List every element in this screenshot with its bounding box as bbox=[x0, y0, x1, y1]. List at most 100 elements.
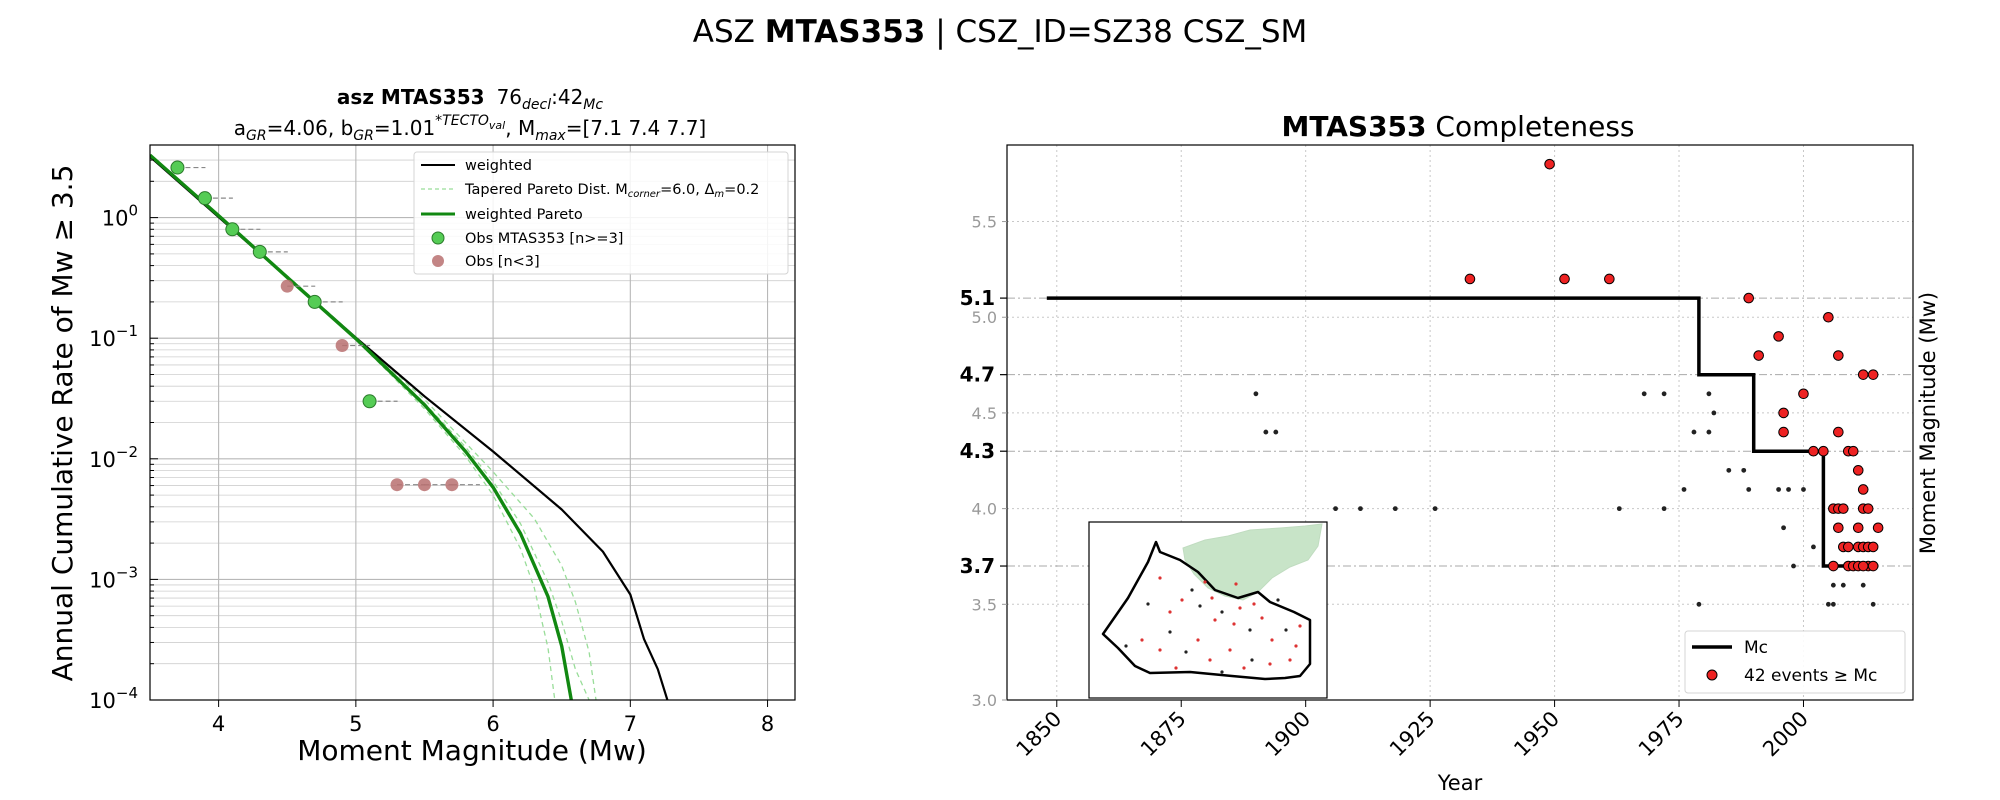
y-tick-label: 3.0 bbox=[972, 691, 997, 710]
left-ylabel: Annual Cumulative Rate of Mw ≥ 3.5 bbox=[46, 165, 79, 682]
event-above-mc bbox=[1833, 522, 1844, 534]
event-below-mc bbox=[1711, 410, 1717, 416]
inset-map-dot bbox=[1238, 606, 1242, 610]
x-tick-label: 6 bbox=[486, 712, 499, 736]
left-title: asz MTAS353 76decl:42Mc bbox=[337, 85, 603, 113]
left-panel: asz MTAS353 76decl:42Mc aGR=4.06, bGR=1.0… bbox=[46, 85, 796, 767]
event-below-mc bbox=[1696, 601, 1702, 607]
inset-map-dot bbox=[1168, 630, 1172, 634]
legend-obslow-label: Obs [n<3] bbox=[465, 254, 540, 270]
obs-point bbox=[197, 191, 212, 206]
event-below-mc bbox=[1746, 487, 1752, 492]
inset-map-dot bbox=[1168, 610, 1172, 614]
inset-map-dot bbox=[1250, 658, 1254, 662]
curve-dashed-light bbox=[150, 154, 556, 700]
inset-map-dot bbox=[1190, 588, 1194, 592]
legend-tapered-label: Tapered Pareto Dist. Mcorner=6.0, Δm=0.2 bbox=[464, 182, 759, 200]
inset-map-dot bbox=[1234, 582, 1238, 586]
right-legend: Mc 42 events ≥ Mc bbox=[1684, 630, 1906, 694]
inset-map-dot bbox=[1213, 618, 1217, 622]
inset-map-dot bbox=[1203, 580, 1207, 584]
inset-map-dot bbox=[1268, 662, 1272, 666]
inset-map-dot bbox=[1232, 622, 1236, 626]
inset-map-dot bbox=[1208, 658, 1212, 662]
event-above-mc bbox=[1867, 541, 1879, 553]
inset-map-dot bbox=[1210, 596, 1214, 600]
event-below-mc bbox=[1641, 391, 1647, 397]
event-above-mc bbox=[1842, 541, 1854, 553]
inset-map-dot bbox=[1298, 624, 1302, 628]
y-tick-label: 4.5 bbox=[972, 404, 997, 423]
right-grid bbox=[1007, 145, 1913, 701]
event-above-mc bbox=[1838, 503, 1849, 514]
event-below-mc bbox=[1661, 506, 1667, 512]
inset-map-dot bbox=[1294, 644, 1298, 648]
y-tick-label: 5.5 bbox=[972, 213, 997, 232]
event-below-mc bbox=[1253, 391, 1259, 397]
event-above-mc bbox=[1828, 560, 1839, 572]
event-below-mc bbox=[1870, 601, 1876, 607]
obs-point bbox=[307, 294, 322, 309]
event-below-mc bbox=[1726, 467, 1732, 473]
left-xlabel: Moment Magnitude (Mw) bbox=[297, 734, 647, 767]
left-ticks: 4 5 6 7 8 100 10−1 10−2 10−3 10−4 bbox=[89, 144, 774, 736]
event-below-mc bbox=[1801, 487, 1806, 492]
inset-map-land bbox=[1182, 523, 1323, 601]
right-plot-frame bbox=[1006, 144, 1914, 701]
event-below-mc bbox=[1811, 544, 1816, 550]
event-above-mc bbox=[1862, 503, 1874, 514]
curve-dashed-light bbox=[150, 154, 590, 700]
obs-point bbox=[362, 394, 377, 409]
inset-map-dot bbox=[1260, 616, 1264, 620]
legend-weighted-label: weighted bbox=[465, 158, 532, 174]
inset-map-dot bbox=[1252, 602, 1256, 606]
legend-obslow-marker bbox=[432, 255, 444, 267]
right-marks bbox=[1046, 158, 1884, 607]
event-below-mc bbox=[1706, 429, 1712, 435]
legend-wpareto-label: weighted Pareto bbox=[465, 207, 583, 223]
event-above-mc bbox=[1559, 273, 1570, 285]
legend-events-label: 42 events ≥ Mc bbox=[1744, 666, 1877, 686]
event-below-mc bbox=[1860, 582, 1866, 588]
left-points bbox=[170, 160, 480, 492]
left-subtitle: aGR=4.06, bGR=1.01*TECTOval, Mmax=[7.1 7… bbox=[234, 113, 706, 144]
event-below-mc bbox=[1616, 506, 1622, 512]
y-tick-label: 100 bbox=[102, 202, 138, 231]
obs-low-point bbox=[445, 478, 459, 492]
right-ylabel: Moment Magnitude (Mw) bbox=[1916, 292, 1940, 554]
obs-low-point bbox=[335, 338, 349, 352]
y-tick-label: 4.0 bbox=[972, 500, 997, 519]
right-title: MTAS353 Completeness bbox=[1281, 110, 1634, 143]
legend-events-marker bbox=[1706, 669, 1718, 681]
event-above-mc bbox=[1867, 560, 1879, 572]
y-tick-label: 10−4 bbox=[89, 684, 138, 713]
event-below-mc bbox=[1786, 487, 1791, 492]
event-above-mc bbox=[1753, 350, 1764, 361]
event-below-mc bbox=[1706, 391, 1712, 397]
mc-tick-label: 5.1 bbox=[960, 286, 995, 310]
event-below-mc bbox=[1273, 429, 1279, 435]
left-legend-box bbox=[413, 151, 789, 275]
right-legend-box bbox=[1684, 630, 1906, 694]
obs-low-point bbox=[390, 478, 404, 492]
obs-low-point bbox=[417, 478, 431, 492]
inset-map-dot bbox=[1158, 576, 1162, 580]
inset-map-dot bbox=[1184, 650, 1188, 654]
inset-map-dot bbox=[1220, 670, 1224, 674]
event-above-mc bbox=[1867, 369, 1879, 380]
event-below-mc bbox=[1432, 506, 1438, 512]
event-above-mc bbox=[1544, 158, 1555, 170]
inset-map-dot bbox=[1146, 602, 1150, 606]
legend-obs-marker bbox=[431, 231, 445, 245]
curve-dashed-light bbox=[150, 154, 597, 700]
y-tick-label: 5.0 bbox=[972, 308, 997, 327]
inset-map-dot bbox=[1196, 638, 1200, 642]
event-above-mc bbox=[1823, 311, 1834, 323]
right-panel: MTAS353 Completeness 1850 1875 1900 1925 195… bbox=[960, 110, 1940, 795]
x-tick-label: 1875 bbox=[1136, 707, 1191, 762]
event-above-mc bbox=[1818, 445, 1829, 457]
event-below-mc bbox=[1661, 391, 1667, 397]
event-above-mc bbox=[1857, 484, 1869, 495]
x-tick-label: 1900 bbox=[1260, 707, 1315, 762]
event-above-mc bbox=[1857, 560, 1869, 572]
